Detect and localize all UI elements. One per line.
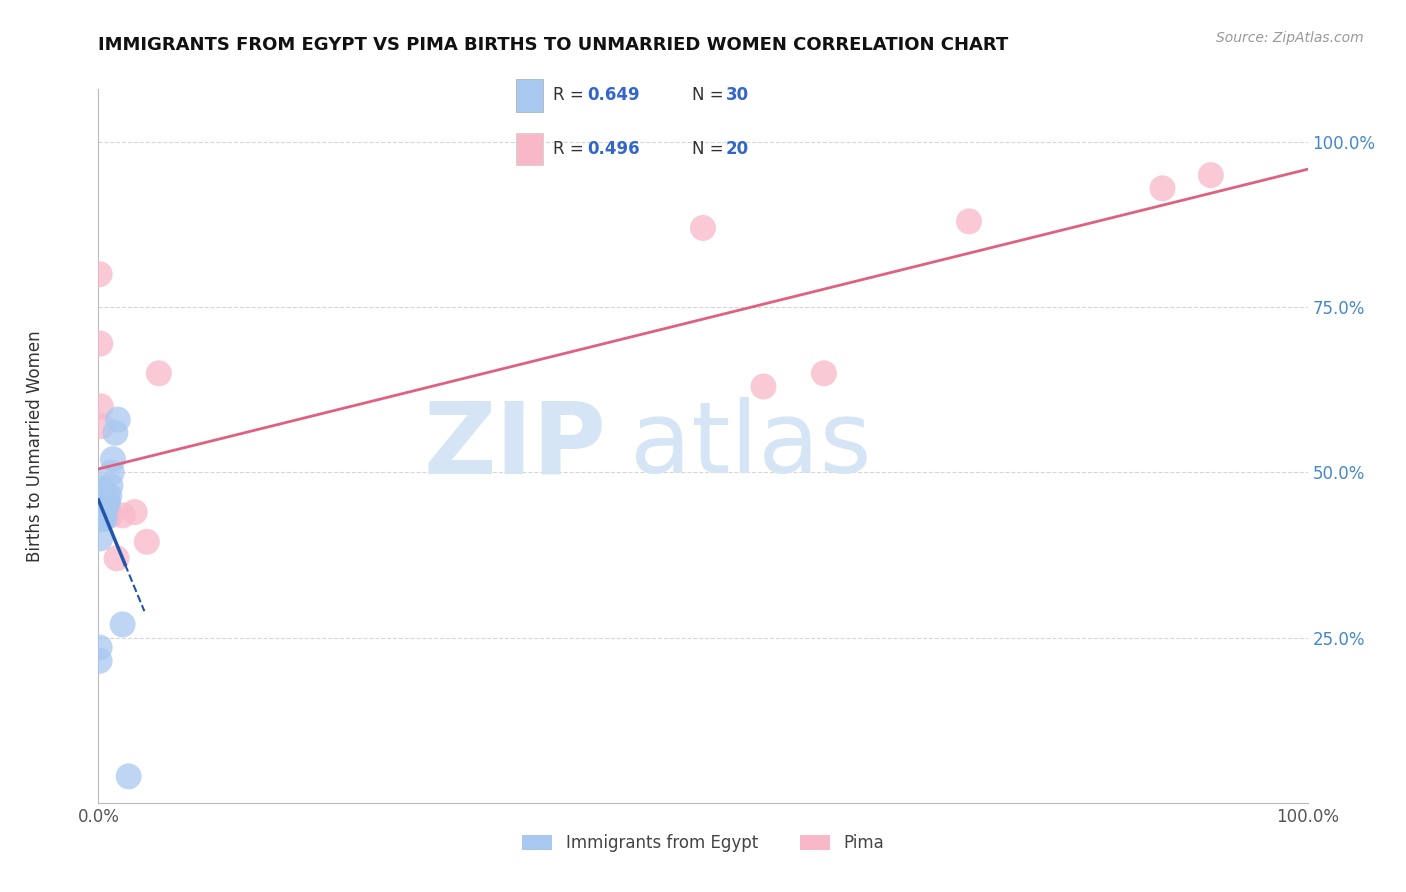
Point	[1152, 181, 1174, 195]
Point	[89, 336, 111, 351]
Point	[96, 489, 118, 503]
Point	[91, 495, 114, 509]
Point	[100, 508, 122, 523]
Legend: Immigrants from Egypt, Pima: Immigrants from Egypt, Pima	[516, 828, 890, 859]
Text: ZIP: ZIP	[423, 398, 606, 494]
Point	[124, 505, 146, 519]
Text: Source: ZipAtlas.com: Source: ZipAtlas.com	[1216, 31, 1364, 45]
Point	[752, 379, 775, 393]
Point	[91, 419, 114, 434]
Point	[148, 367, 170, 381]
Text: IMMIGRANTS FROM EGYPT VS PIMA BIRTHS TO UNMARRIED WOMEN CORRELATION CHART: IMMIGRANTS FROM EGYPT VS PIMA BIRTHS TO …	[98, 36, 1008, 54]
Point	[957, 214, 980, 228]
Point	[107, 412, 129, 426]
Point	[1199, 168, 1222, 182]
Point	[692, 221, 714, 235]
Point	[105, 551, 128, 566]
Point	[89, 532, 111, 546]
Point	[91, 501, 114, 516]
Point	[813, 367, 835, 381]
Point	[97, 505, 120, 519]
Point	[91, 485, 114, 500]
Point	[93, 491, 115, 506]
Point	[91, 495, 114, 509]
Text: 30: 30	[725, 87, 748, 104]
Point	[94, 501, 117, 516]
Point	[89, 267, 111, 281]
Point	[94, 489, 117, 503]
Text: 0.496: 0.496	[588, 140, 640, 158]
Point	[96, 495, 118, 509]
Point	[91, 482, 114, 496]
Text: 0.649: 0.649	[588, 87, 640, 104]
Point	[91, 501, 114, 516]
Point	[97, 495, 120, 509]
Point	[90, 400, 112, 414]
Point	[93, 501, 115, 516]
Text: Births to Unmarried Women: Births to Unmarried Women	[27, 330, 44, 562]
Point	[104, 425, 127, 440]
Point	[90, 511, 112, 525]
Point	[91, 511, 114, 525]
Point	[100, 466, 122, 480]
Point	[98, 489, 121, 503]
Point	[93, 501, 115, 516]
Text: 20: 20	[725, 140, 748, 158]
Point	[111, 617, 134, 632]
Point	[91, 511, 114, 525]
Point	[100, 478, 122, 492]
Point	[89, 654, 111, 668]
Point	[89, 640, 111, 655]
Point	[91, 485, 114, 500]
Point	[101, 452, 124, 467]
Text: R =: R =	[554, 140, 589, 158]
Point	[118, 769, 141, 783]
Point	[96, 495, 118, 509]
Point	[93, 511, 115, 525]
Text: atlas: atlas	[630, 398, 872, 494]
Point	[111, 508, 134, 523]
Point	[90, 505, 112, 519]
Point	[135, 534, 157, 549]
Text: N =: N =	[692, 140, 728, 158]
Bar	[516, 79, 543, 112]
Point	[90, 491, 112, 506]
Text: R =: R =	[554, 87, 589, 104]
Bar	[516, 133, 543, 165]
Text: N =: N =	[692, 87, 728, 104]
